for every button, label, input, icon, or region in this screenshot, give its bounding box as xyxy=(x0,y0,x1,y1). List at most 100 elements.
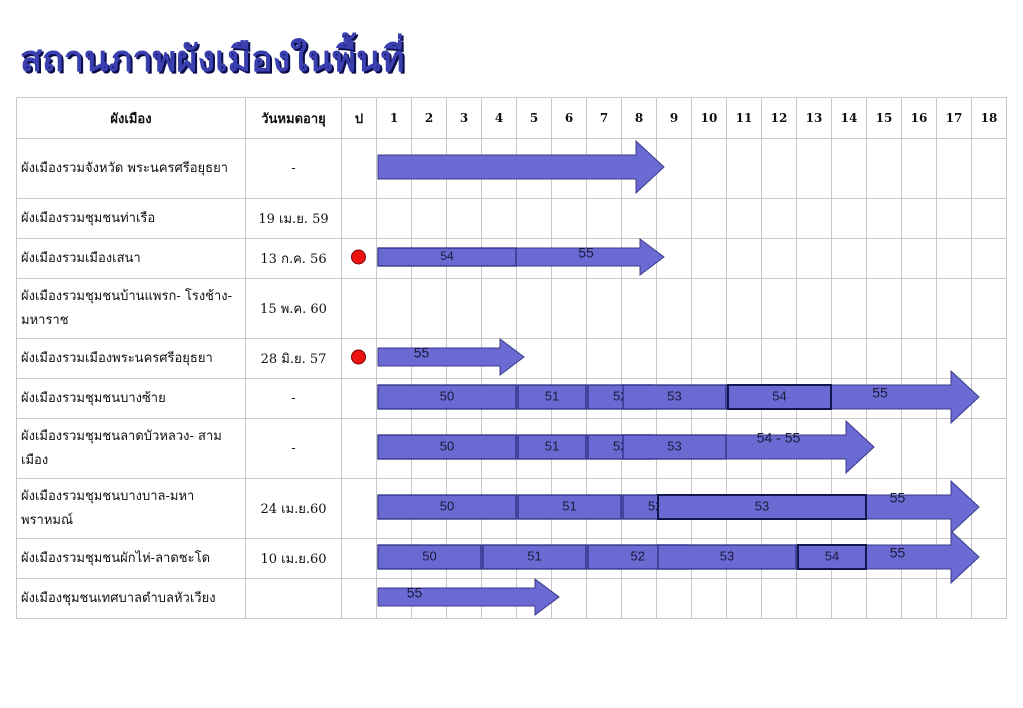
grid-cell xyxy=(551,538,587,579)
header-year-18: 18 xyxy=(971,97,1007,139)
expiry-date: - xyxy=(245,418,342,479)
grid-cell xyxy=(796,578,832,619)
grid-cell xyxy=(866,418,902,479)
grid-cell xyxy=(551,238,587,279)
header-year-8: 8 xyxy=(621,97,657,139)
grid-cell xyxy=(341,338,377,379)
grid-cell xyxy=(621,138,657,199)
grid-cell xyxy=(796,478,832,539)
grid-cell xyxy=(621,278,657,339)
expiry-date: 10 เม.ย.60 xyxy=(245,538,342,579)
grid-cell xyxy=(866,378,902,419)
expiry-date: 19 เม.ย. 59 xyxy=(245,198,342,239)
grid-cell xyxy=(446,198,482,239)
grid-cell xyxy=(656,578,692,619)
grid-cell xyxy=(586,338,622,379)
expiry-date: - xyxy=(245,378,342,419)
grid-cell xyxy=(901,418,937,479)
grid-cell xyxy=(481,138,517,199)
grid-cell xyxy=(586,578,622,619)
grid-cell xyxy=(376,278,412,339)
expiry-date: - xyxy=(245,138,342,199)
grid-cell xyxy=(761,418,797,479)
grid-cell xyxy=(866,578,902,619)
header-year-10: 10 xyxy=(691,97,727,139)
plan-name: ผังเมืองชุมชนเทศบาลตำบลหัวเวียง xyxy=(16,578,246,619)
grid-cell xyxy=(936,578,972,619)
grid-cell xyxy=(796,278,832,339)
grid-cell xyxy=(586,278,622,339)
plan-status-table: ผังเมือง วันหมดอายุป 1 2 3 4 5 6 7 8 9 10 11 12 13 14 15… xyxy=(16,97,1007,619)
grid-cell xyxy=(656,338,692,379)
grid-cell xyxy=(411,198,447,239)
grid-cell xyxy=(621,478,657,539)
grid-cell xyxy=(376,538,412,579)
grid-cell xyxy=(691,478,727,539)
grid-cell xyxy=(411,418,447,479)
header-year-prefix: ป xyxy=(341,97,377,139)
grid-cell xyxy=(656,198,692,239)
header-plan: ผังเมือง xyxy=(16,97,246,139)
header-year-2: 2 xyxy=(411,97,447,139)
grid-cell xyxy=(866,338,902,379)
grid-cell xyxy=(446,138,482,199)
grid-cell xyxy=(481,338,517,379)
grid-cell xyxy=(481,478,517,539)
grid-cell xyxy=(516,338,552,379)
grid-cell xyxy=(446,278,482,339)
header-year-17: 17 xyxy=(936,97,972,139)
grid-cell xyxy=(621,418,657,479)
grid-cell xyxy=(621,238,657,279)
grid-cell xyxy=(376,338,412,379)
grid-cell xyxy=(551,138,587,199)
grid-cell xyxy=(761,478,797,539)
grid-cell xyxy=(761,138,797,199)
grid-cell xyxy=(761,578,797,619)
grid-cell xyxy=(866,278,902,339)
grid-cell xyxy=(761,378,797,419)
grid-cell xyxy=(376,198,412,239)
grid-cell xyxy=(971,238,1007,279)
grid-cell xyxy=(971,278,1007,339)
expiry-date: 15 พ.ค. 60 xyxy=(245,278,342,339)
header-year-3: 3 xyxy=(446,97,482,139)
grid-cell xyxy=(971,378,1007,419)
table-row: ผังเมืองรวมชุมชนบ้านแพรก- โรงช้าง-มหาราช… xyxy=(16,278,1007,339)
grid-cell xyxy=(831,238,867,279)
grid-cell xyxy=(586,418,622,479)
grid-cell xyxy=(516,378,552,419)
grid-cell xyxy=(411,478,447,539)
grid-cell xyxy=(341,238,377,279)
grid-cell xyxy=(691,198,727,239)
table-row: ผังเมืองรวมชุมชนผักไห่-ลาดชะโด 10 เม.ย.60 xyxy=(16,538,1007,579)
table-row: ผังเมืองรวมชุมชนบางซ้าย - xyxy=(16,378,1007,419)
grid-cell xyxy=(516,198,552,239)
plan-name: ผังเมืองรวมจังหวัด พระนครศรีอยุธยา xyxy=(16,138,246,199)
grid-cell xyxy=(796,238,832,279)
grid-cell xyxy=(936,378,972,419)
grid-cell xyxy=(901,538,937,579)
grid-cell xyxy=(866,478,902,539)
grid-cell xyxy=(901,478,937,539)
grid-cell xyxy=(831,338,867,379)
grid-cell xyxy=(411,238,447,279)
grid-cell xyxy=(726,198,762,239)
grid-cell xyxy=(411,538,447,579)
header-year-11: 11 xyxy=(726,97,762,139)
grid-cell xyxy=(621,378,657,419)
header-year-14: 14 xyxy=(831,97,867,139)
grid-cell xyxy=(726,378,762,419)
grid-cell xyxy=(866,138,902,199)
grid-cell xyxy=(831,278,867,339)
grid-cell xyxy=(446,418,482,479)
table-row: ผังเมืองรวมเมืองเสนา 13 ก.ค. 56 xyxy=(16,238,1007,279)
grid-cell xyxy=(376,478,412,539)
grid-cell xyxy=(656,418,692,479)
table-row: ผังเมืองรวมจังหวัด พระนครศรีอยุธยา - xyxy=(16,138,1007,199)
grid-cell xyxy=(516,478,552,539)
grid-cell xyxy=(446,478,482,539)
grid-cell xyxy=(936,198,972,239)
grid-cell xyxy=(936,338,972,379)
grid-cell xyxy=(691,338,727,379)
grid-cell xyxy=(481,198,517,239)
